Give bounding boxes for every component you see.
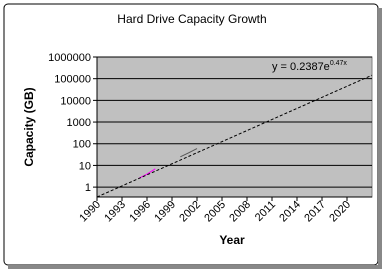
y-tick-label: 100000 bbox=[54, 74, 91, 86]
plot-area bbox=[96, 56, 373, 198]
y-axis-title: Capacity (GB) bbox=[22, 87, 36, 166]
trendline-equation: y = 0.2387e bbox=[272, 61, 330, 73]
y-tick-label: 1 bbox=[85, 182, 91, 194]
frame-shadow bbox=[378, 8, 382, 268]
data-line bbox=[180, 148, 198, 158]
y-tick-label: 1000000 bbox=[48, 52, 91, 64]
x-axis-title: Year bbox=[219, 233, 245, 247]
trendline bbox=[96, 74, 373, 198]
trendline-label: y = 0.2387e0.47x bbox=[272, 60, 347, 73]
chart-title: Hard Drive Capacity Growth bbox=[117, 12, 266, 26]
trendline-exponent: 0.47x bbox=[330, 60, 348, 67]
y-tick-label: 10000 bbox=[60, 95, 91, 107]
frame-shadow bbox=[8, 265, 382, 269]
y-tick-label: 100 bbox=[73, 139, 91, 151]
y-tick-label: 1000 bbox=[67, 117, 91, 129]
data-line bbox=[138, 168, 156, 179]
y-tick-label: 10 bbox=[79, 160, 91, 172]
